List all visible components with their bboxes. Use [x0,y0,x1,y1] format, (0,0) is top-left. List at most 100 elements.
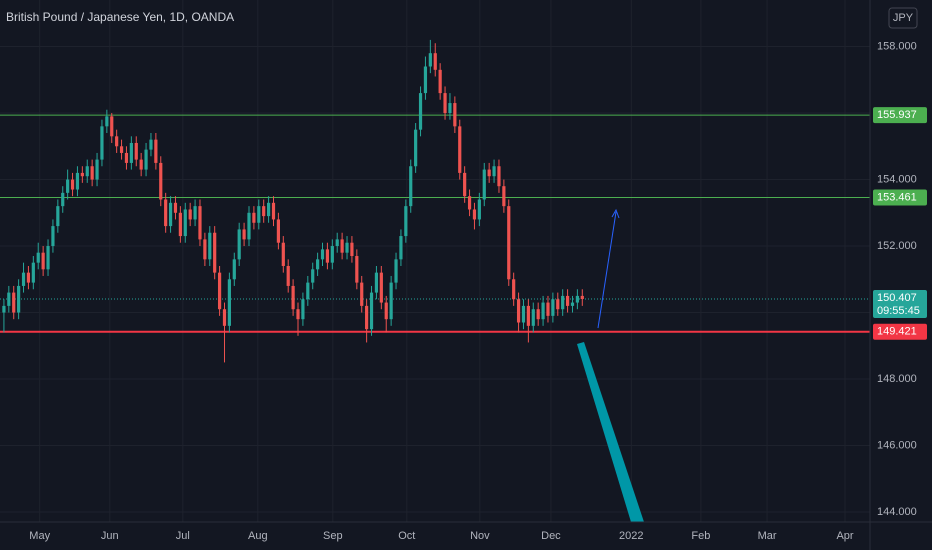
candle-body [418,93,423,130]
candle-body [159,162,163,200]
y-tick-label: 148.000 [877,373,917,385]
candle-body [487,169,491,177]
candle-body [286,265,290,286]
candle-body [565,295,570,306]
candle-body [438,69,442,94]
candle-body [213,232,217,273]
candle-body [526,305,530,326]
candle-body [428,53,432,67]
candle-body [497,166,501,187]
last-price-tag [873,290,927,319]
candle-body [80,172,84,177]
candle-body [247,212,251,240]
candle-body [257,206,261,223]
candle-body [222,309,227,326]
candle-body [301,299,305,320]
candle-body [453,103,457,127]
y-tick-label: 154.000 [877,173,917,185]
candle-body [168,202,173,227]
candle-body [472,209,477,220]
candle-body [311,269,315,283]
x-tick-label: Apr [836,530,853,542]
candle-body [119,146,124,153]
candle-body [56,206,60,227]
candle-body [404,206,408,237]
candle-body [208,232,212,260]
levels [0,114,870,333]
candle-body [198,206,202,240]
candle-body [227,279,231,326]
candle-body [448,103,452,114]
candle-body [66,179,70,193]
candle-body [242,229,246,240]
candle-body [139,159,143,170]
candle-body [51,226,55,247]
x-tick-label: Feb [691,530,710,542]
level-tag-label: 153.461 [877,191,917,203]
candle-body [178,212,182,237]
candle-body [183,209,187,237]
candle-body [350,242,354,257]
candle-body [467,196,472,210]
candle-body [541,302,545,320]
chart-title: British Pound / Japanese Yen, 1D, OANDA [6,10,234,24]
candle-body [482,169,486,200]
candle-body [409,166,413,207]
level-tag-label: 155.937 [877,109,917,121]
candle-body [570,302,575,306]
candles [2,39,584,363]
level-tag-label: 149.421 [877,326,917,338]
drawings [577,208,644,522]
countdown: 09:55:45 [877,305,920,317]
candle-body [374,272,379,293]
candle-body [173,202,178,213]
candle-body [252,212,256,223]
candle-body [193,206,197,220]
candle-body [507,206,511,280]
candle-body [36,252,40,263]
candle-body [360,282,364,306]
candle-body [281,242,285,266]
candle-body [320,249,325,260]
x-tick-label: Nov [470,530,490,542]
x-tick-label: Dec [541,530,561,542]
candle-body [414,129,418,167]
candle-body [531,309,535,326]
candle-body [105,116,109,127]
candle-body [31,262,35,283]
projection-wedge [577,342,644,522]
candle-body [325,249,330,263]
candle-body [110,116,114,137]
candle-body [330,246,334,263]
x-tick-label: Sep [323,530,343,542]
candle-body [144,149,148,170]
candle-body [389,282,393,320]
x-tick-label: Oct [398,530,415,542]
candle-body [502,186,506,207]
y-tick-label: 158.000 [877,40,917,52]
candle-body [26,272,31,283]
candle-body [477,199,481,220]
candle-body [21,272,26,286]
currency-box[interactable] [888,7,918,29]
candle-body [17,285,21,313]
candle-body [75,172,80,190]
candle-body [134,142,138,160]
candle-body [369,292,374,330]
candle-body [232,259,236,280]
candle-body [12,292,16,313]
candle-body [365,305,369,330]
candle-body [188,209,192,220]
candle-body [95,159,99,180]
level-tag [873,323,927,340]
candle-body [276,219,280,243]
x-tick-label: 2022 [619,530,643,542]
candle-body [536,309,540,320]
candle-body [379,272,383,303]
candle-body [512,279,516,300]
candle-body [551,299,555,316]
last-price-label: 150.407 [877,292,917,304]
currency[interactable]: JPY [893,12,914,24]
x-tick-label: Mar [758,530,777,542]
